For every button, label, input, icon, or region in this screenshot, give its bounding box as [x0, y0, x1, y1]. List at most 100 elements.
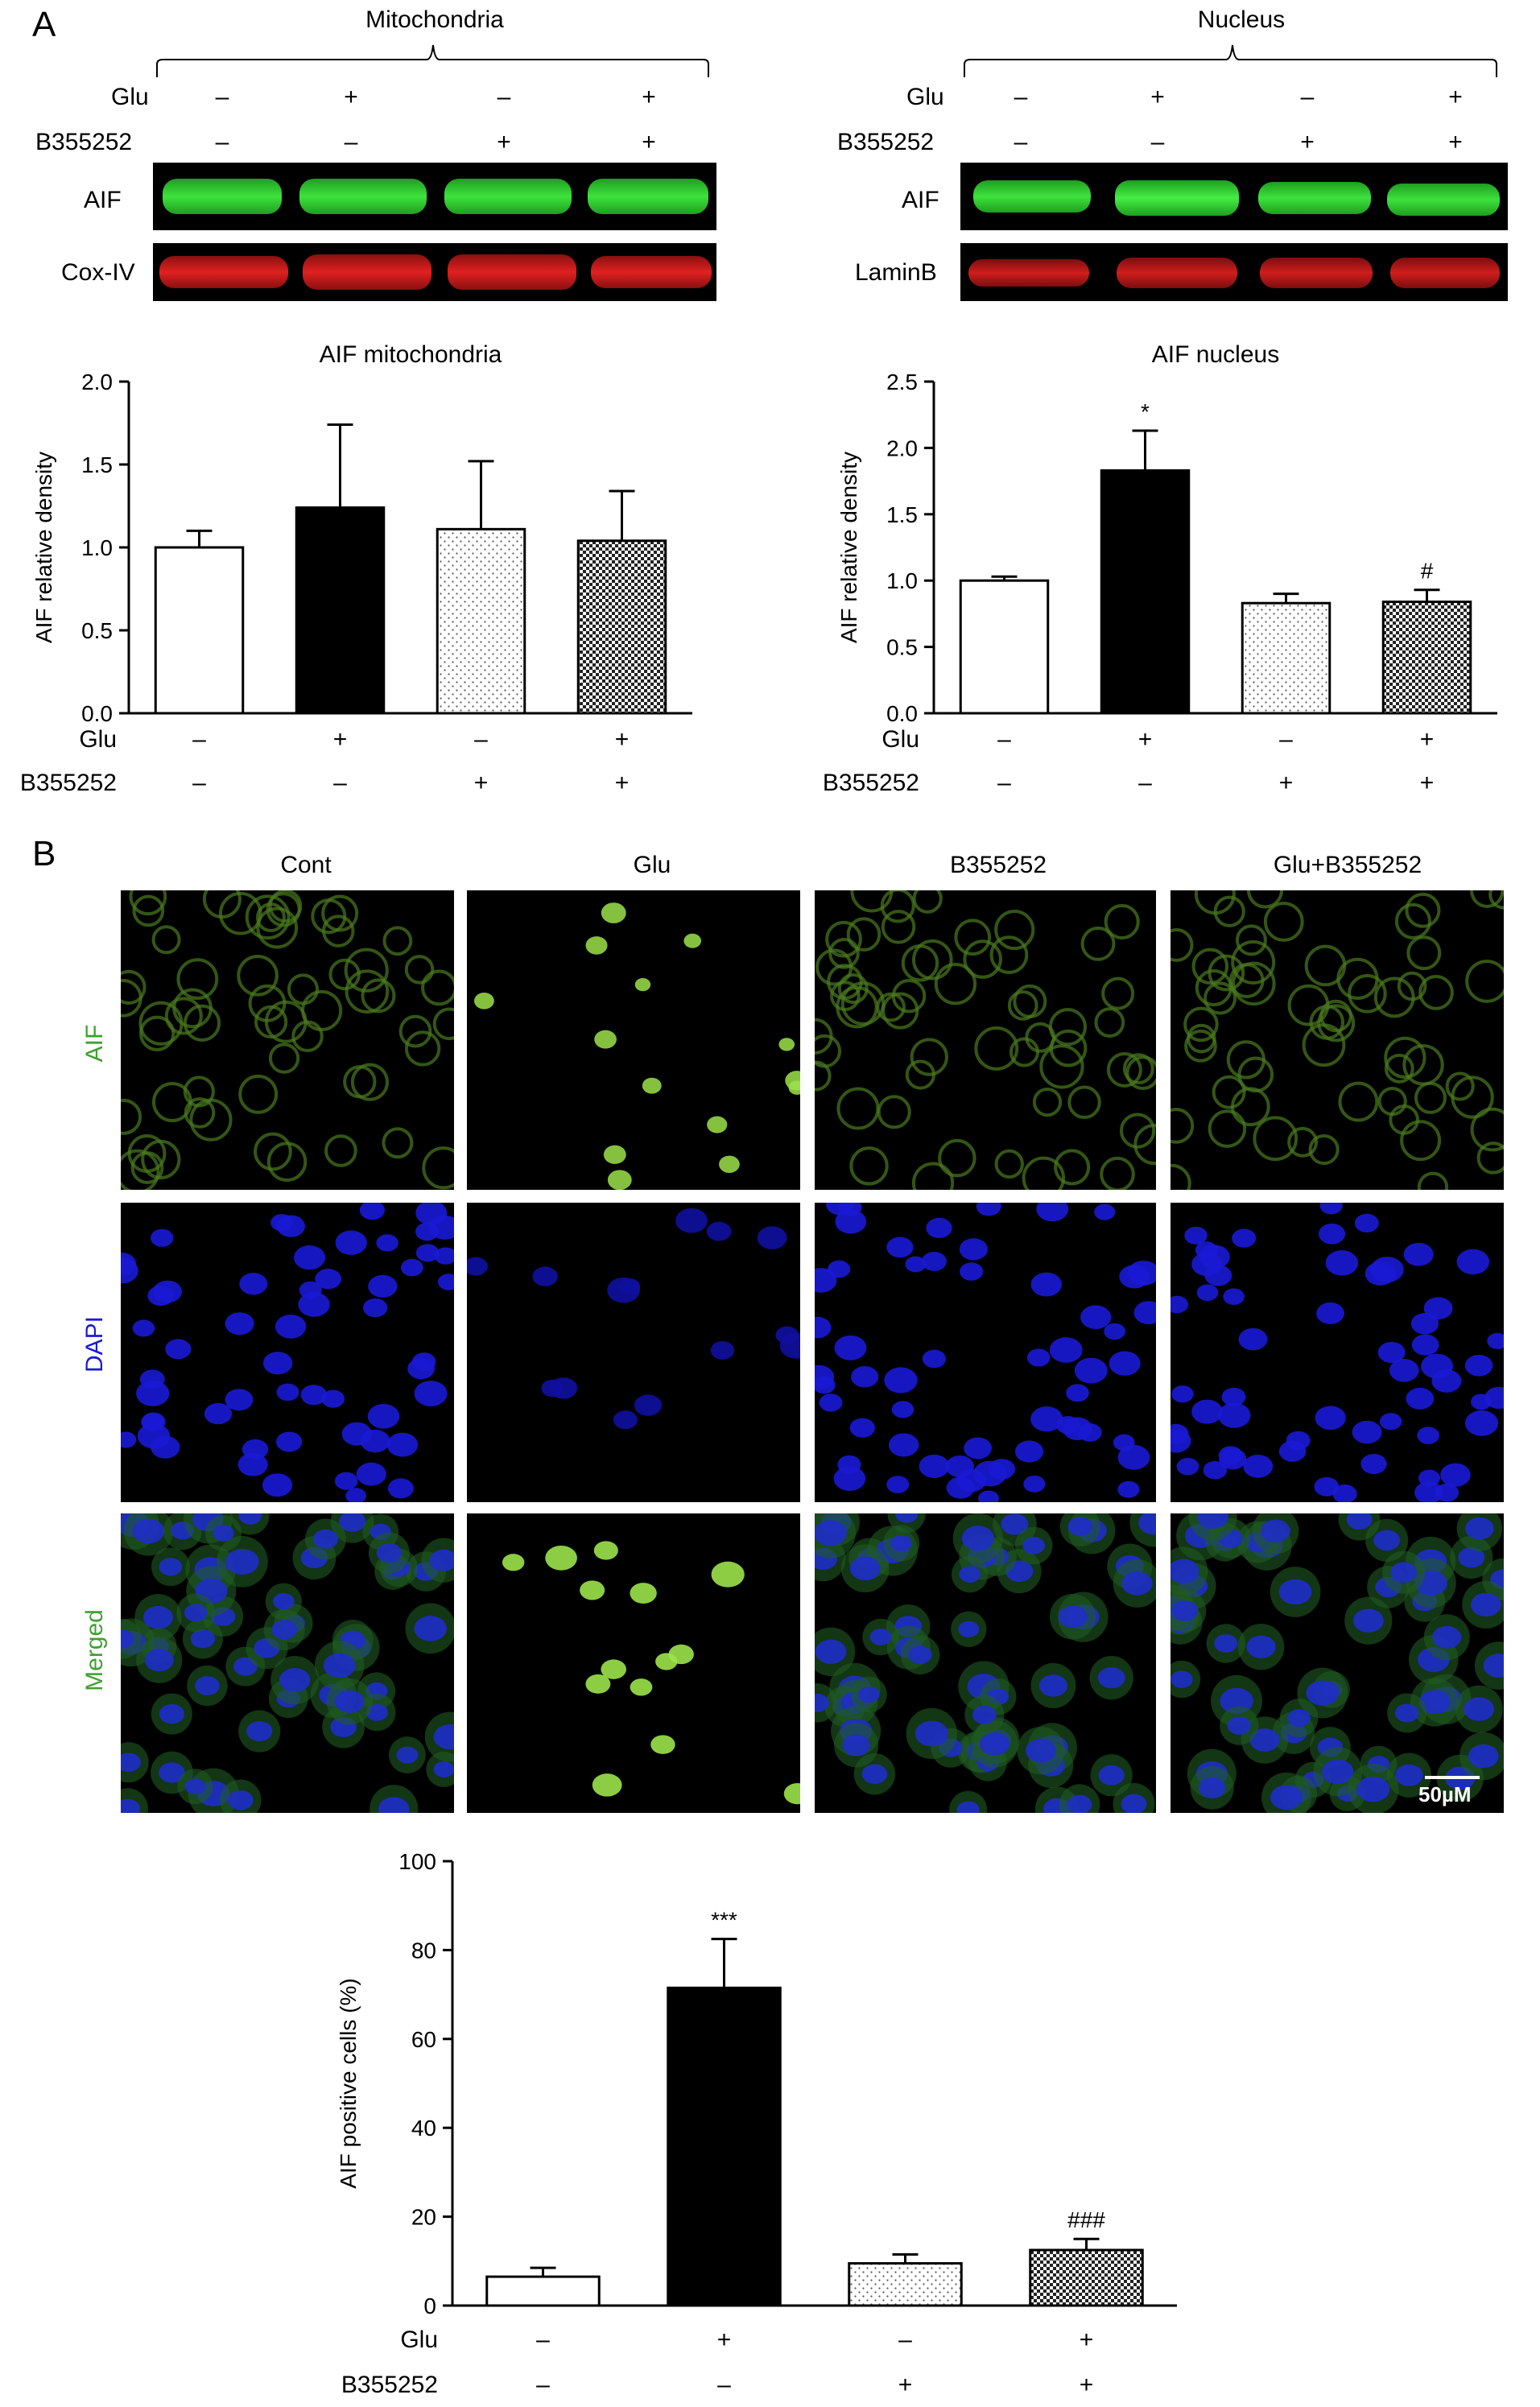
nucleus [298, 1292, 330, 1317]
nucleus [915, 1720, 948, 1747]
aif-ring [934, 963, 977, 1005]
nucleus [961, 1526, 994, 1551]
nuc-glu-sign: – [1300, 84, 1315, 110]
nucleus [153, 1280, 182, 1303]
significance-mark: ### [1067, 2207, 1105, 2232]
nucleus [1354, 1213, 1379, 1232]
nucleus [132, 1319, 155, 1337]
nucleus [387, 1478, 414, 1499]
aif-ring [910, 1038, 948, 1076]
b355252-sign: + [1279, 770, 1294, 796]
aif-ring [911, 939, 953, 981]
nucleus [1104, 1323, 1125, 1340]
aif-ring [311, 898, 347, 935]
nucleus [891, 1401, 915, 1418]
nucleus [1394, 1703, 1419, 1723]
aif-ring [1384, 1036, 1426, 1080]
y-axis-label: AIF positive cells (%) [336, 1978, 361, 2188]
b355252-sign: – [333, 770, 347, 796]
y-tick-label: 2.0 [81, 370, 113, 394]
micrograph-cells [1170, 1513, 1504, 1813]
aif-signal [585, 936, 608, 955]
aif-ring [1476, 1142, 1504, 1175]
nucleus [819, 1393, 843, 1412]
nucleus [849, 1418, 875, 1438]
aif-ring [1384, 1053, 1414, 1084]
glu-sign: + [1138, 726, 1153, 753]
nuc-b-sign: – [1150, 129, 1165, 155]
nucleus [1456, 1249, 1490, 1275]
aif-signal [778, 1038, 795, 1051]
aif-ring [1406, 935, 1442, 971]
bar [1241, 601, 1332, 715]
nucleus [959, 1238, 988, 1261]
nucleus [1133, 1301, 1156, 1324]
nucleus [1022, 1537, 1045, 1554]
aif-ring [121, 1098, 142, 1135]
nucleus [434, 1247, 454, 1265]
nucleus [976, 1203, 1001, 1216]
nucleus [184, 1604, 208, 1622]
aif-ring [877, 1095, 911, 1129]
bar [576, 539, 667, 715]
nucleus [1432, 1625, 1462, 1649]
nucleus [888, 1433, 919, 1457]
nuc-bracket [964, 44, 1497, 77]
bar [959, 579, 1050, 715]
aif-signal [502, 1554, 525, 1571]
nucleus [1170, 1559, 1199, 1583]
nucleus [137, 1423, 171, 1449]
aif-signal [711, 1561, 745, 1587]
nucleus [335, 1690, 365, 1713]
aif-ring [398, 1014, 432, 1048]
aif-ring [1049, 1029, 1088, 1067]
bar [1381, 601, 1472, 715]
blot-band [591, 256, 712, 288]
blot-band [159, 256, 288, 288]
aif-ring [836, 1087, 880, 1130]
aif-ring [840, 981, 886, 1026]
nuc-laminb-blot [960, 243, 1508, 301]
aif-signal [601, 902, 626, 923]
nucleus [315, 1269, 342, 1290]
nucleus [1464, 1697, 1495, 1721]
nucleus [675, 1208, 708, 1233]
nuc-group-label: Nucleus [1197, 6, 1286, 33]
y-tick-label: 40 [411, 2116, 436, 2141]
nucleus [1370, 1257, 1404, 1283]
aif-ring [268, 890, 303, 923]
aif-ring [321, 894, 359, 932]
aif-ring [1208, 1109, 1247, 1148]
nucleus [922, 1349, 946, 1369]
blot-band [1115, 180, 1239, 216]
nucleus [922, 1251, 947, 1271]
aif-ring [1377, 1086, 1407, 1117]
nucleus [1389, 1359, 1419, 1382]
nucleus [1001, 1513, 1029, 1535]
nucleus [1418, 1469, 1440, 1487]
nucleus [262, 1352, 293, 1375]
nucleus [979, 1732, 1010, 1756]
aif-ring [849, 1146, 889, 1186]
nucleus [312, 1529, 339, 1549]
nucleus [757, 1226, 787, 1249]
micrograph-cells [815, 1203, 1156, 1502]
nucleus [1246, 1635, 1276, 1658]
aif-ring [422, 1146, 454, 1190]
nucleus [159, 1703, 185, 1724]
aif-ring [404, 955, 435, 985]
aif-ring [1418, 975, 1454, 1010]
nucleus [1406, 1387, 1435, 1410]
aif-ring [825, 920, 862, 958]
micrograph-cells [1170, 1203, 1504, 1502]
micrograph-cells [121, 1513, 454, 1813]
nucleus [323, 1653, 356, 1678]
aif-ring [1231, 939, 1276, 985]
nucleus [834, 1335, 867, 1360]
chart-aif-positive-cells: 0 20 40 60 80 100 AIF positive cells (%) – – *** +… [336, 1849, 1177, 2398]
aif-signal [603, 1145, 626, 1164]
aif-ring [432, 1007, 454, 1041]
mito-glu-sign: – [215, 84, 229, 110]
nucleus [1417, 1426, 1440, 1444]
nucleus [1097, 1667, 1125, 1689]
